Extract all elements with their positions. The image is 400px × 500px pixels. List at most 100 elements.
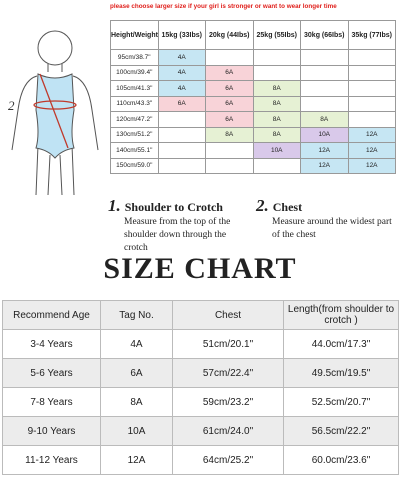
cell <box>300 49 349 66</box>
row: 130cm/51.2" 8A 8A 10A 12A <box>110 126 396 143</box>
cell <box>205 142 254 159</box>
cell: 6A <box>100 358 173 388</box>
cell: 12A <box>347 157 396 174</box>
cell: 12A <box>300 142 349 159</box>
header-cell: 25kg (55Ibs) <box>252 20 301 50</box>
size-table: Recommend Age Tag No. Chest Length(from sho… <box>2 300 399 475</box>
cell: 150cm/59.0" <box>110 157 159 174</box>
cell: 140cm/55.1" <box>110 142 159 159</box>
cell: 4A <box>157 64 206 81</box>
cell <box>347 80 396 97</box>
header-cell: 15kg (33Ibs) <box>157 20 206 50</box>
header-cell: Chest <box>172 300 284 330</box>
cell: 6A <box>157 95 206 112</box>
row: 140cm/55.1" 10A 12A 12A <box>110 142 396 159</box>
cell: 10A <box>100 416 173 446</box>
header-cell: Recommend Age <box>2 300 101 330</box>
header-cell: 35kg (77Ibs) <box>347 20 396 50</box>
cell: 56.5cm/22.2" <box>283 416 399 446</box>
figure-marker: 2 <box>8 98 15 113</box>
cell: 4A <box>100 329 173 359</box>
weight-table: Height/Weight 15kg (33Ibs) 20kg (44Ibs) 25k… <box>110 20 396 174</box>
cell: 110cm/43.3" <box>110 95 159 112</box>
child-figure: 2 <box>8 30 99 196</box>
cell: 11-12 Years <box>2 445 101 475</box>
cell: 8A <box>252 95 301 112</box>
cell: 9-10 Years <box>2 416 101 446</box>
cell: 7-8 Years <box>2 387 101 417</box>
measure-text: Measure around the widest part of the ch… <box>272 217 392 240</box>
title: SIZE CHART <box>103 252 297 285</box>
cell: 57cm/22.4" <box>172 358 284 388</box>
cell <box>252 64 301 81</box>
row: 3-4 Years 4A 51cm/20.1" 44.0cm/17.3" <box>2 329 399 359</box>
cell: 8A <box>252 80 301 97</box>
row: 150cm/59.0" 12A 12A <box>110 157 396 174</box>
cell: 49.5cm/19.5" <box>283 358 399 388</box>
cell <box>252 157 301 174</box>
cell: 8A <box>252 111 301 128</box>
cell: 6A <box>205 64 254 81</box>
header-cell: Height/Weight <box>110 20 159 50</box>
row: 110cm/43.3" 6A 6A 8A <box>110 95 396 112</box>
cell: 10A <box>300 126 349 143</box>
cell: 100cm/39.4" <box>110 64 159 81</box>
measure-text: Measure from the top of the shoulder dow… <box>124 217 231 253</box>
header-row: Height/Weight 15kg (33Ibs) 20kg (44Ibs) 25k… <box>110 20 396 50</box>
cell: 6A <box>205 95 254 112</box>
measure-number: 1. <box>108 196 121 215</box>
row: 5-6 Years 6A 57cm/22.4" 49.5cm/19.5" <box>2 358 399 388</box>
cell <box>347 49 396 66</box>
cell <box>252 49 301 66</box>
cell: 64cm/25.2" <box>172 445 284 475</box>
cell: 44.0cm/17.3" <box>283 329 399 359</box>
cell: 3-4 Years <box>2 329 101 359</box>
cell: 10A <box>252 142 301 159</box>
cell: 6A <box>205 80 254 97</box>
header-cell: Length(from shoulder to crotch ) <box>283 300 399 330</box>
cell: 5-6 Years <box>2 358 101 388</box>
header-cell: 20kg (44Ibs) <box>205 20 254 50</box>
cell <box>300 95 349 112</box>
cell <box>347 111 396 128</box>
row: 7-8 Years 8A 59cm/23.2" 52.5cm/20.7" <box>2 387 399 417</box>
row: 120cm/47.2" 6A 8A 8A <box>110 111 396 128</box>
cell: 12A <box>300 157 349 174</box>
cell: 52.5cm/20.7" <box>283 387 399 417</box>
cell: 6A <box>205 111 254 128</box>
cell: 60.0cm/23.6" <box>283 445 399 475</box>
header-row: Recommend Age Tag No. Chest Length(from sho… <box>2 300 399 330</box>
cell <box>205 157 254 174</box>
cell: 95cm/38.7" <box>110 49 159 66</box>
row: 105cm/41.3" 4A 6A 8A <box>110 80 396 97</box>
cell <box>347 95 396 112</box>
measure-title: Shoulder to Crotch <box>124 200 223 214</box>
cell: 8A <box>205 126 254 143</box>
cell: 59cm/23.2" <box>172 387 284 417</box>
measure: 2. Chest Measure around the widest part o… <box>256 196 392 242</box>
row: 9-10 Years 10A 61cm/24.0" 56.5cm/22.2" <box>2 416 399 446</box>
row: 95cm/38.7" 4A <box>110 49 396 66</box>
cell <box>347 64 396 81</box>
cell <box>157 157 206 174</box>
cell: 12A <box>347 126 396 143</box>
cell: 8A <box>252 126 301 143</box>
note: please choose larger size if your girl i… <box>110 3 337 10</box>
cell: 105cm/41.3" <box>110 80 159 97</box>
cell <box>300 80 349 97</box>
row: 100cm/39.4" 4A 6A <box>110 64 396 81</box>
cell: 8A <box>300 111 349 128</box>
cell <box>205 49 254 66</box>
cell <box>157 111 206 128</box>
cell: 61cm/24.0" <box>172 416 284 446</box>
cell: 120cm/47.2" <box>110 111 159 128</box>
cell: 51cm/20.1" <box>172 329 284 359</box>
measure-number: 2. <box>256 196 269 215</box>
cell: 8A <box>100 387 173 417</box>
cell: 4A <box>157 80 206 97</box>
cell: 12A <box>347 142 396 159</box>
measure: 1. Shoulder to Crotch Measure from the to… <box>108 196 242 255</box>
cell <box>157 142 206 159</box>
header-cell: Tag No. <box>100 300 173 330</box>
